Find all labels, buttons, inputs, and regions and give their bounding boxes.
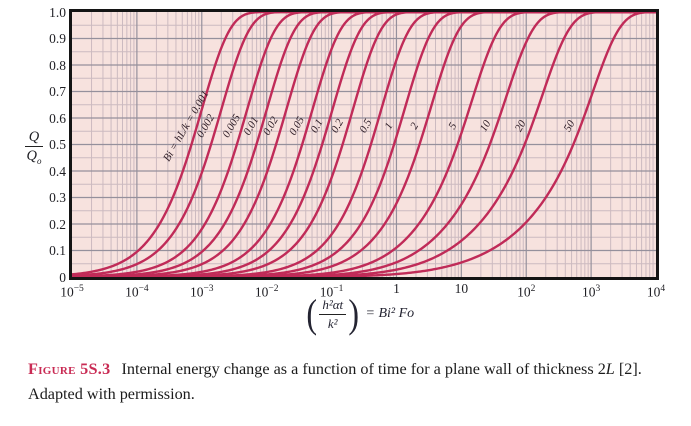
curve-bi-0.002 — [72, 12, 656, 277]
curve-bi-0.02 — [72, 12, 656, 277]
curve-label-bi-1: 1 — [382, 121, 395, 132]
curve-bi-0.001 — [72, 12, 656, 276]
x-axis-equals-bi2fo: = Bi² Fo — [365, 306, 415, 321]
y-tick-0.5: 0.5 — [49, 137, 66, 152]
x-tick-10^4: 104 — [646, 284, 666, 300]
x-tick-10^−1: 10−1 — [319, 284, 344, 300]
x-axis-label: ( h²αt k² ) = Bi² Fo — [305, 292, 414, 336]
y-tick-0.8: 0.8 — [49, 57, 66, 73]
caption-text-2: [2]. Adapted with permission. — [28, 360, 642, 403]
right-paren: ) — [348, 291, 360, 336]
y-axis-label: Q Qo — [19, 129, 49, 166]
plot-area: Bi = hL/k = 0.001 0.002 0.005 0.01 0.02 0.05 0… — [69, 9, 659, 280]
x-axis-fraction: h²αt k² — [319, 297, 347, 331]
caption-2L: 2L — [597, 360, 615, 378]
curve-label-bi-5: 5 — [446, 120, 459, 131]
caption-text-1: Internal energy change as a function of … — [121, 360, 598, 378]
y-tick-0.1: 0.1 — [49, 243, 66, 258]
curve-label-bi-2: 2 — [408, 120, 421, 131]
y-tick-0.7: 0.7 — [49, 84, 66, 99]
left-paren: ( — [306, 291, 317, 336]
x-tick-10^−4: 10−4 — [125, 284, 149, 300]
x-tick-1: 1 — [393, 281, 400, 296]
y-tick-0.9: 0.9 — [49, 31, 66, 46]
curve-label-bi-0.5: 0.5 — [357, 117, 375, 135]
x-tick-10^2: 102 — [517, 284, 536, 300]
y-axis-label-denominator: Qo — [26, 148, 42, 167]
figure-caption: Figure 5S.3 Internal energy change as a f… — [28, 357, 680, 407]
x-tick-10^−2: 10−2 — [254, 284, 279, 300]
y-tick-0: 0 — [59, 269, 66, 285]
curve-bi-0.01 — [72, 12, 656, 277]
x-tick-10^−5: 10−5 — [60, 284, 84, 300]
y-tick-0.3: 0.3 — [49, 190, 66, 205]
x-tick-10: 10 — [454, 281, 469, 296]
curve-bi-0.005 — [72, 12, 656, 277]
y-tick-0.4: 0.4 — [49, 163, 66, 179]
curve-bi-50 — [72, 12, 656, 277]
figure-number-label: Figure 5S.3 — [28, 360, 111, 378]
y-tick-0.2: 0.2 — [49, 216, 66, 232]
curve-bi-20 — [72, 12, 656, 277]
curve-label-bi-0.1: 0.1 — [308, 117, 325, 135]
x-tick-10^−3: 10−3 — [189, 284, 214, 300]
x-tick-10^3: 103 — [581, 284, 601, 300]
y-axis-label-numerator: Q — [24, 129, 44, 148]
y-tick-1.0: 1.0 — [49, 4, 66, 20]
y-tick-0.6: 0.6 — [49, 110, 66, 126]
